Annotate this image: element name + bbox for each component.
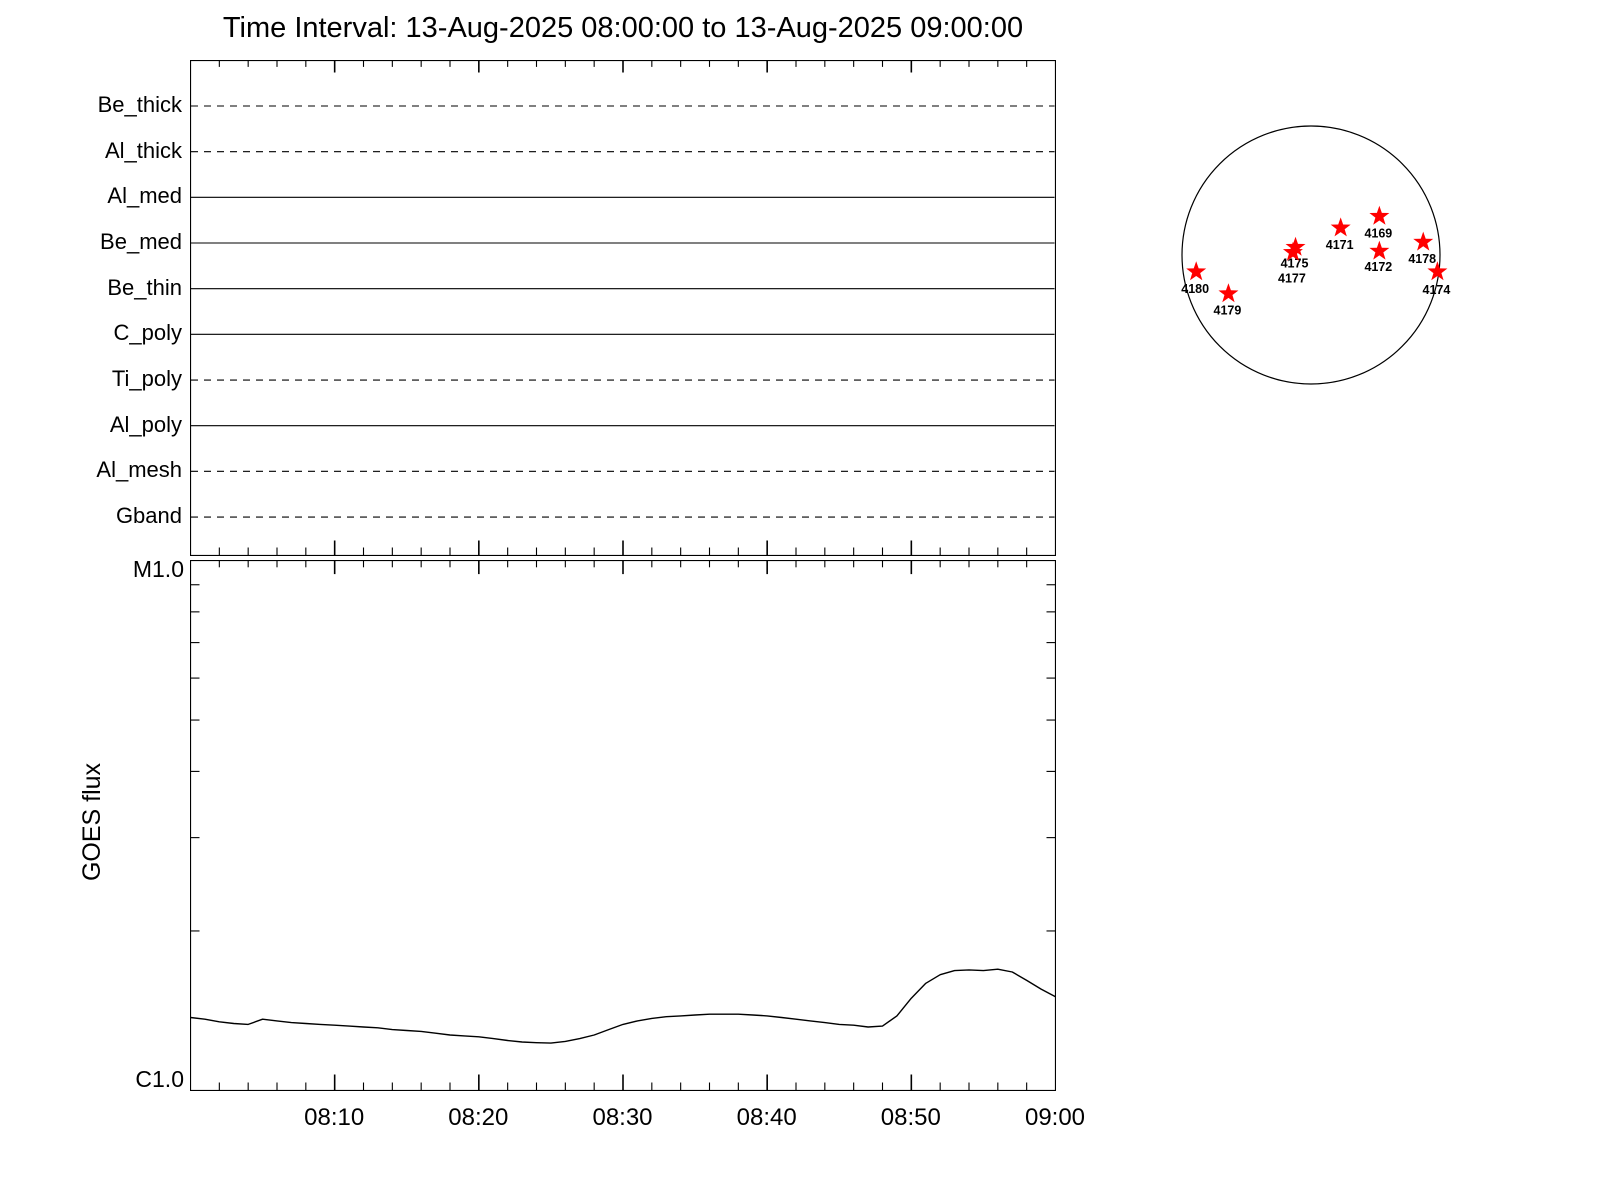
- filter-label-column: Be_thick Al_thick Al_med Be_med Be_thin C_pol…: [0, 0, 186, 600]
- x-tick-label-08-50: 08:50: [880, 1104, 941, 1131]
- filter-category-label-Be_thick: Be_thick: [97, 92, 182, 117]
- filter-category-label-Gband: Gband: [115, 503, 182, 529]
- filter-category-label-Al_thick: Al_thick: [104, 137, 182, 163]
- active-region-star-4180: [1186, 261, 1207, 281]
- active-region-label-4174: 4174: [1423, 283, 1451, 297]
- filter-category-label-Ti_poly: Ti_poly: [111, 366, 182, 392]
- filter-category-label-Al_med: Al_med: [107, 183, 182, 209]
- figure-title: Time Interval: 13-Aug-2025 08:00:00 to 1…: [222, 12, 1024, 44]
- x-tick-label-09-00: 09:00: [1024, 1104, 1086, 1131]
- active-region-label-4179: 4179: [1214, 304, 1242, 318]
- solar-limb-circle: [1181, 125, 1441, 385]
- active-region-star-4177: [1282, 241, 1303, 261]
- goes-flux-panel: [190, 560, 1056, 1091]
- filter-category-label-Be_thin: Be_thin: [107, 274, 182, 300]
- goes-flux-line: [190, 968, 1056, 1044]
- active-region-star-4178: [1413, 231, 1434, 251]
- goes-panel-ticks: [190, 560, 1056, 1091]
- active-region-label-4178: 4178: [1408, 252, 1436, 266]
- filter-panel-x-ticks: [218, 60, 1028, 556]
- active-region-label-4177: 4177: [1278, 271, 1306, 285]
- active-region-label-4169: 4169: [1364, 226, 1392, 240]
- active-region-star-4169: [1369, 205, 1390, 225]
- y-axis-bottom-label: C1.0: [135, 1066, 184, 1092]
- active-region-star-4179: [1218, 283, 1239, 303]
- x-tick-label-08-30: 08:30: [592, 1104, 653, 1131]
- filter-timeline-panel: [190, 60, 1056, 556]
- filter-category-label-Al_mesh: Al_mesh: [96, 457, 182, 483]
- active-region-label-4175: 4175: [1281, 256, 1309, 270]
- filter-category-label-Be_med: Be_med: [100, 229, 182, 254]
- active-region-star-4172: [1369, 240, 1390, 260]
- filter-category-label-C_poly: C_poly: [113, 320, 182, 346]
- active-region-label-4171: 4171: [1326, 238, 1354, 252]
- x-tick-label-08-40: 08:40: [736, 1104, 797, 1131]
- x-tick-label-08-10: 08:10: [304, 1104, 365, 1131]
- goes-panel-border: [190, 560, 1056, 1091]
- filter-category-label-Al_poly: Al_poly: [109, 411, 182, 437]
- active-region-label-4180: 4180: [1181, 282, 1209, 296]
- goes-y-axis-title: GOES flux: [78, 762, 106, 882]
- y-axis-top-label: M1.0: [132, 556, 184, 582]
- active-region-star-4175: [1285, 236, 1306, 256]
- active-region-star-4174: [1427, 261, 1448, 281]
- active-region-label-4172: 4172: [1364, 260, 1392, 274]
- x-tick-label-08-20: 08:20: [448, 1104, 509, 1131]
- active-region-star-4171: [1330, 217, 1351, 237]
- filter-lines: [191, 105, 1055, 518]
- filter-panel-border: [190, 60, 1056, 556]
